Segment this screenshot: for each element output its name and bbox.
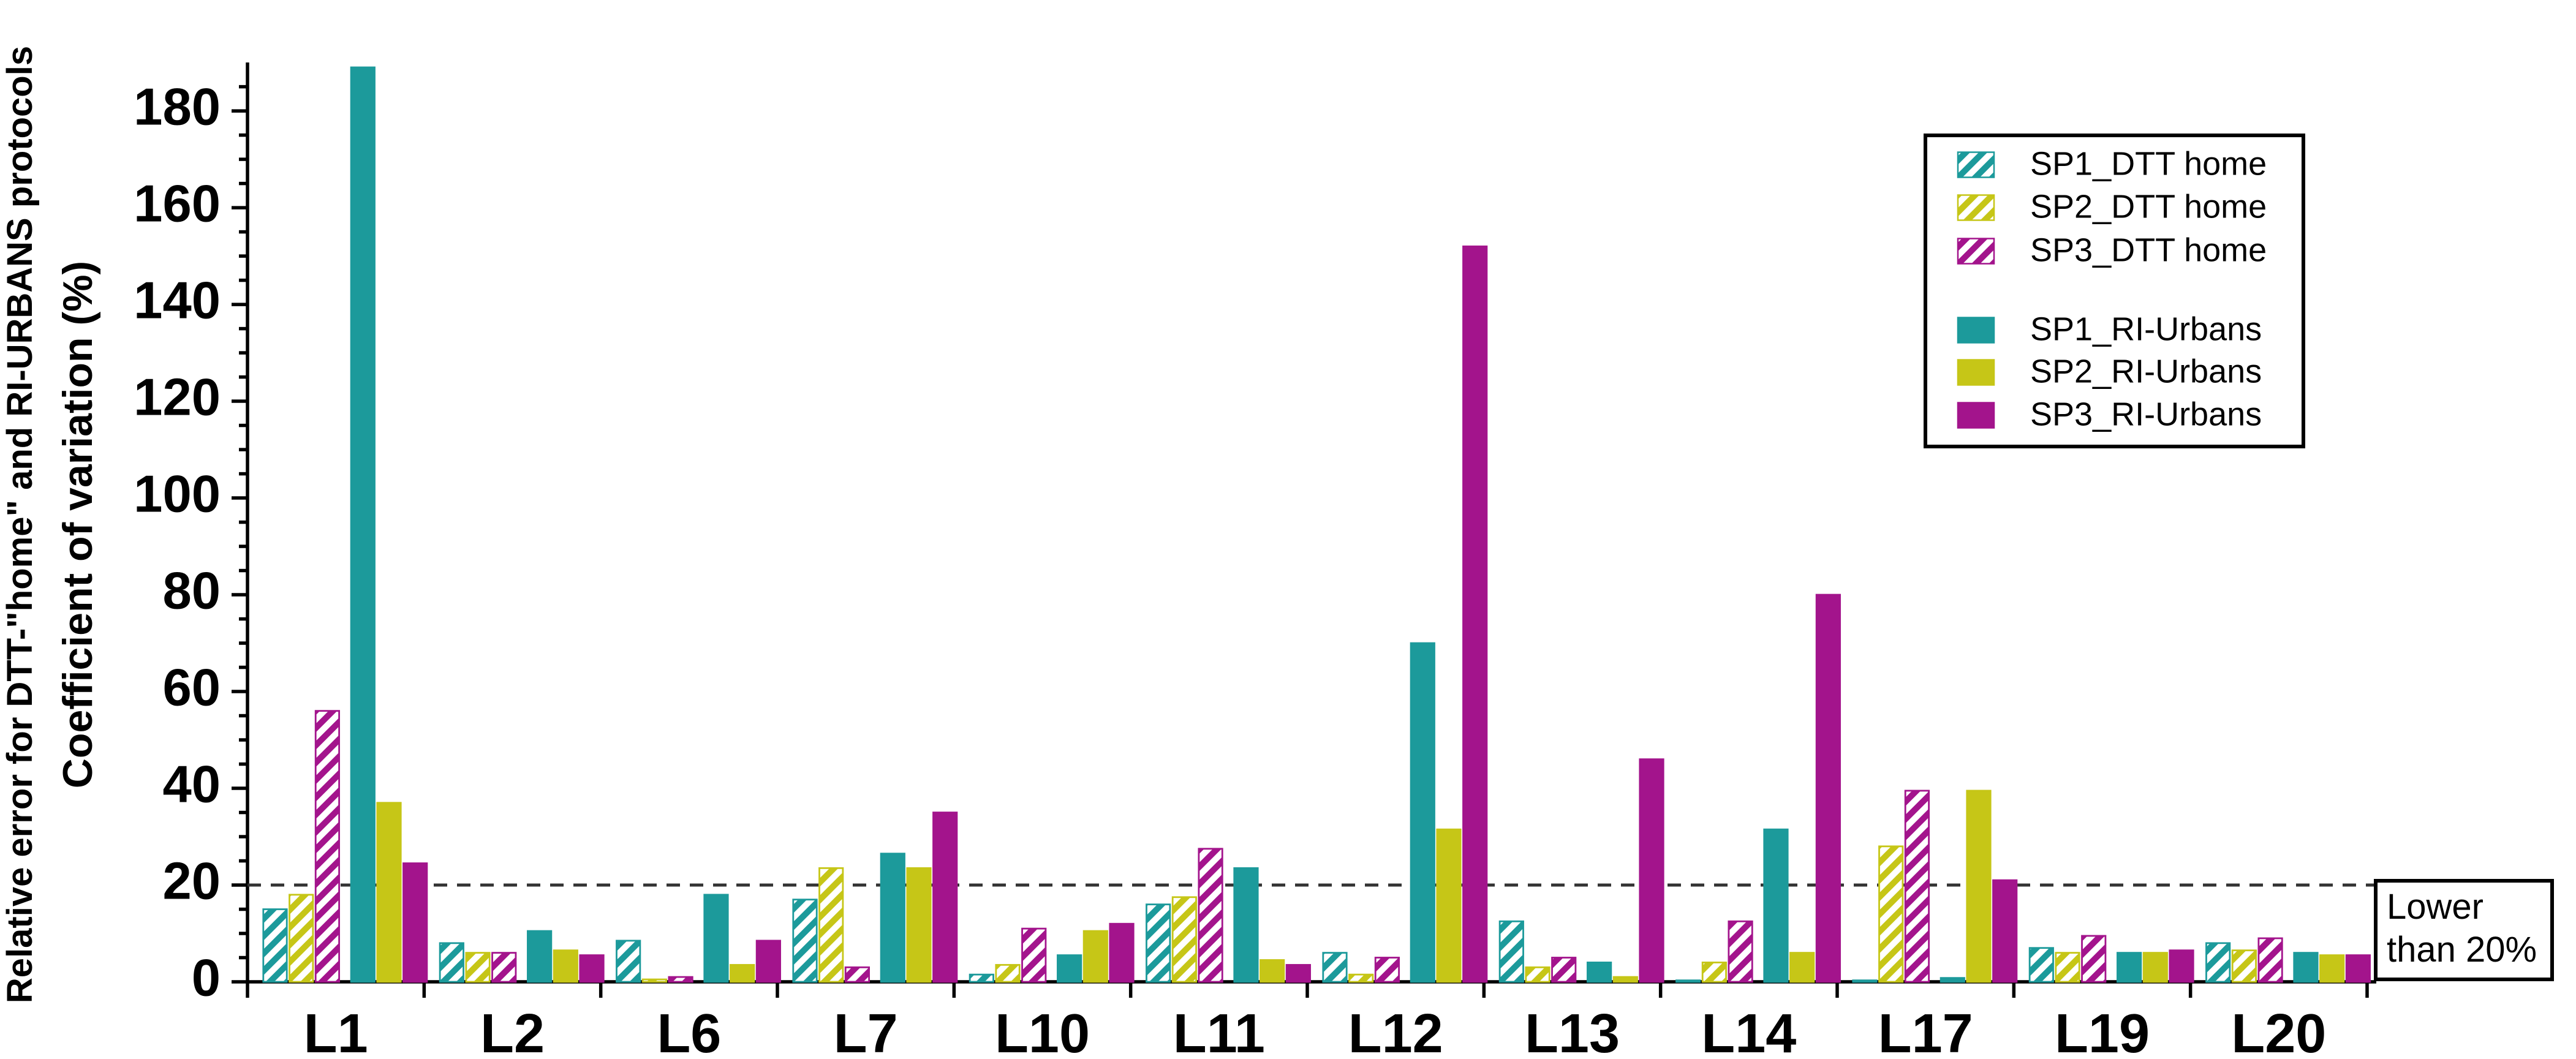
svg-text:0: 0 <box>192 949 221 1007</box>
svg-text:L12: L12 <box>1348 1003 1443 1056</box>
svg-text:L17: L17 <box>1878 1003 1973 1056</box>
svg-text:L1: L1 <box>304 1003 368 1056</box>
svg-text:L6: L6 <box>657 1003 721 1056</box>
svg-text:40: 40 <box>162 755 221 813</box>
svg-text:L10: L10 <box>995 1003 1090 1056</box>
svg-text:L20: L20 <box>2231 1003 2326 1056</box>
svg-text:than 20%: than 20% <box>2387 930 2537 970</box>
svg-text:L11: L11 <box>1173 1003 1265 1056</box>
svg-text:20: 20 <box>162 852 221 910</box>
svg-text:SP2_DTT home: SP2_DTT home <box>2030 188 2267 225</box>
svg-text:Lower: Lower <box>2387 887 2483 927</box>
svg-text:100: 100 <box>134 465 221 524</box>
svg-text:L7: L7 <box>834 1003 898 1056</box>
svg-text:140: 140 <box>134 272 221 330</box>
svg-text:Coefficient of variation (%): Coefficient of variation (%) <box>55 261 101 788</box>
svg-text:L14: L14 <box>1701 1003 1796 1056</box>
svg-text:180: 180 <box>134 78 221 137</box>
svg-text:60: 60 <box>162 658 221 717</box>
svg-text:SP2_RI-Urbans: SP2_RI-Urbans <box>2030 353 2262 390</box>
svg-text:L13: L13 <box>1525 1003 1620 1056</box>
svg-text:L2: L2 <box>480 1003 545 1056</box>
svg-text:L19: L19 <box>2055 1003 2150 1056</box>
svg-text:SP1_DTT home: SP1_DTT home <box>2030 145 2267 182</box>
svg-text:SP3_DTT home: SP3_DTT home <box>2030 232 2267 268</box>
svg-text:SP3_RI-Urbans: SP3_RI-Urbans <box>2030 396 2262 432</box>
svg-text:80: 80 <box>162 562 221 620</box>
svg-text:160: 160 <box>134 175 221 233</box>
svg-text:Relative error for DTT-"home": Relative error for DTT-"home" and RI-URB… <box>0 46 40 1003</box>
svg-text:120: 120 <box>134 369 221 427</box>
svg-text:SP1_RI-Urbans: SP1_RI-Urbans <box>2030 311 2262 347</box>
